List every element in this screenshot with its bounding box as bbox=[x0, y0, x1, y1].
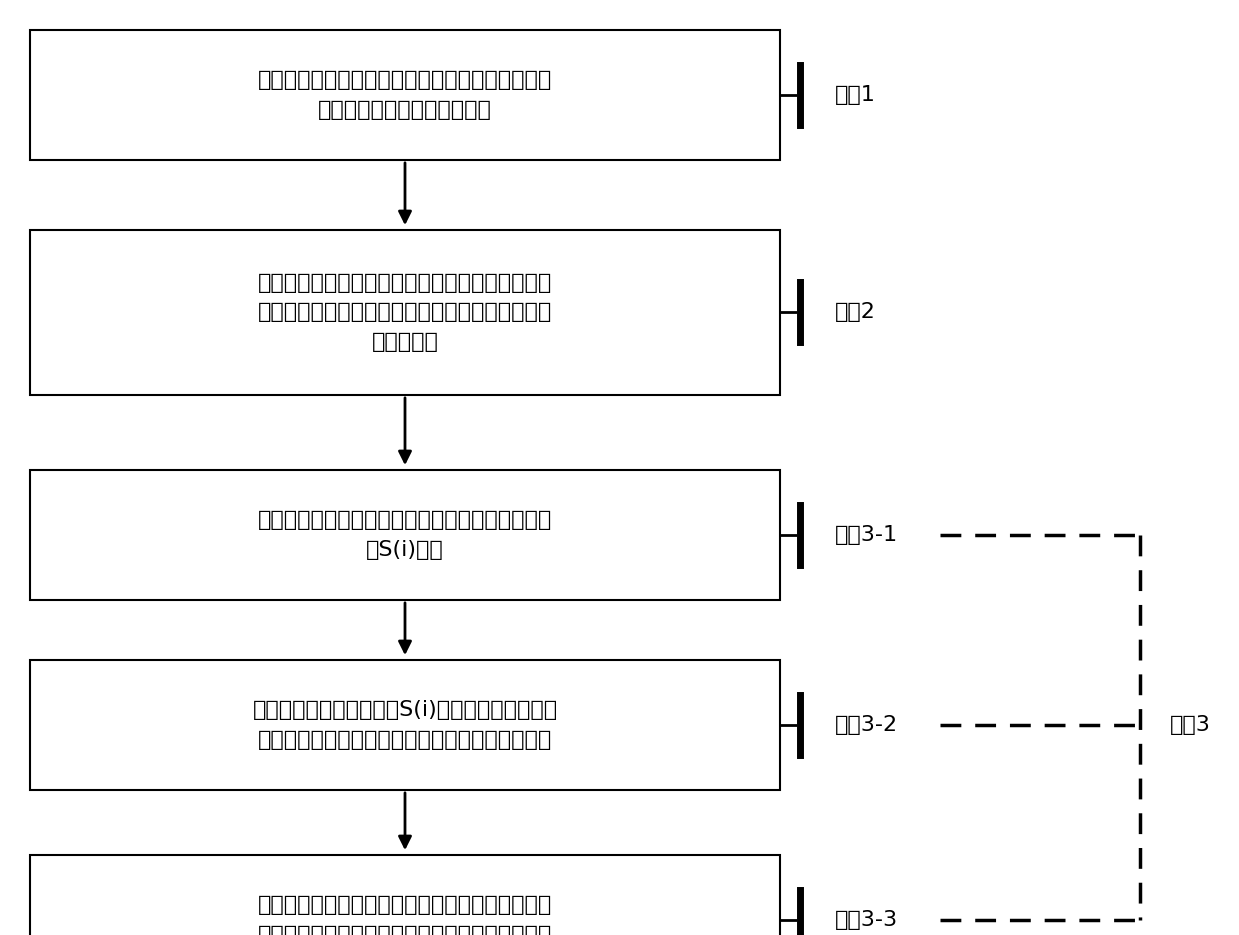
Text: 步骤3: 步骤3 bbox=[1170, 715, 1211, 735]
Bar bbox=[30, 660, 781, 790]
Text: 步骤3-1: 步骤3-1 bbox=[835, 525, 898, 545]
Bar bbox=[30, 30, 781, 160]
Bar bbox=[30, 230, 781, 395]
Text: 按照机组动态灵敏度指标S(i)从大到小的顺序确定
机组切机次序，逐步迭代搜索，进行时域仿真校核: 按照机组动态灵敏度指标S(i)从大到小的顺序确定 机组切机次序，逐步迭代搜索，进… bbox=[253, 700, 558, 750]
Bar bbox=[30, 855, 781, 935]
Text: 综合考虑暂态功角弱稳定模式的切机动态灵敏度指
标S(i)计算: 综合考虑暂态功角弱稳定模式的切机动态灵敏度指 标S(i)计算 bbox=[258, 511, 553, 560]
Text: 在故障发生到实测结束时刻的给定时间窗口内，确
定系统的暂态功角弱稳定模式: 在故障发生到实测结束时刻的给定时间窗口内，确 定系统的暂态功角弱稳定模式 bbox=[258, 70, 553, 120]
Text: 步骤3-2: 步骤3-2 bbox=[835, 715, 898, 735]
Text: 步骤3-3: 步骤3-3 bbox=[835, 910, 898, 930]
Text: 步骤2: 步骤2 bbox=[835, 302, 876, 322]
Text: 步骤1: 步骤1 bbox=[835, 85, 876, 105]
Bar bbox=[30, 470, 781, 600]
Text: 以故障设备的故障前输电功率的某一比例作为紧急
控制措施量初始预估值，确定暂态功角稳定紧急控
制初始措施: 以故障设备的故障前输电功率的某一比例作为紧急 控制措施量初始预估值，确定暂态功角… bbox=[258, 273, 553, 352]
Text: 根据执行动态灵敏度指标切除发电机后系统主导稳
定模式变化，确定是否接受上一步措施或重新搜索: 根据执行动态灵敏度指标切除发电机后系统主导稳 定模式变化，确定是否接受上一步措施… bbox=[258, 895, 553, 935]
